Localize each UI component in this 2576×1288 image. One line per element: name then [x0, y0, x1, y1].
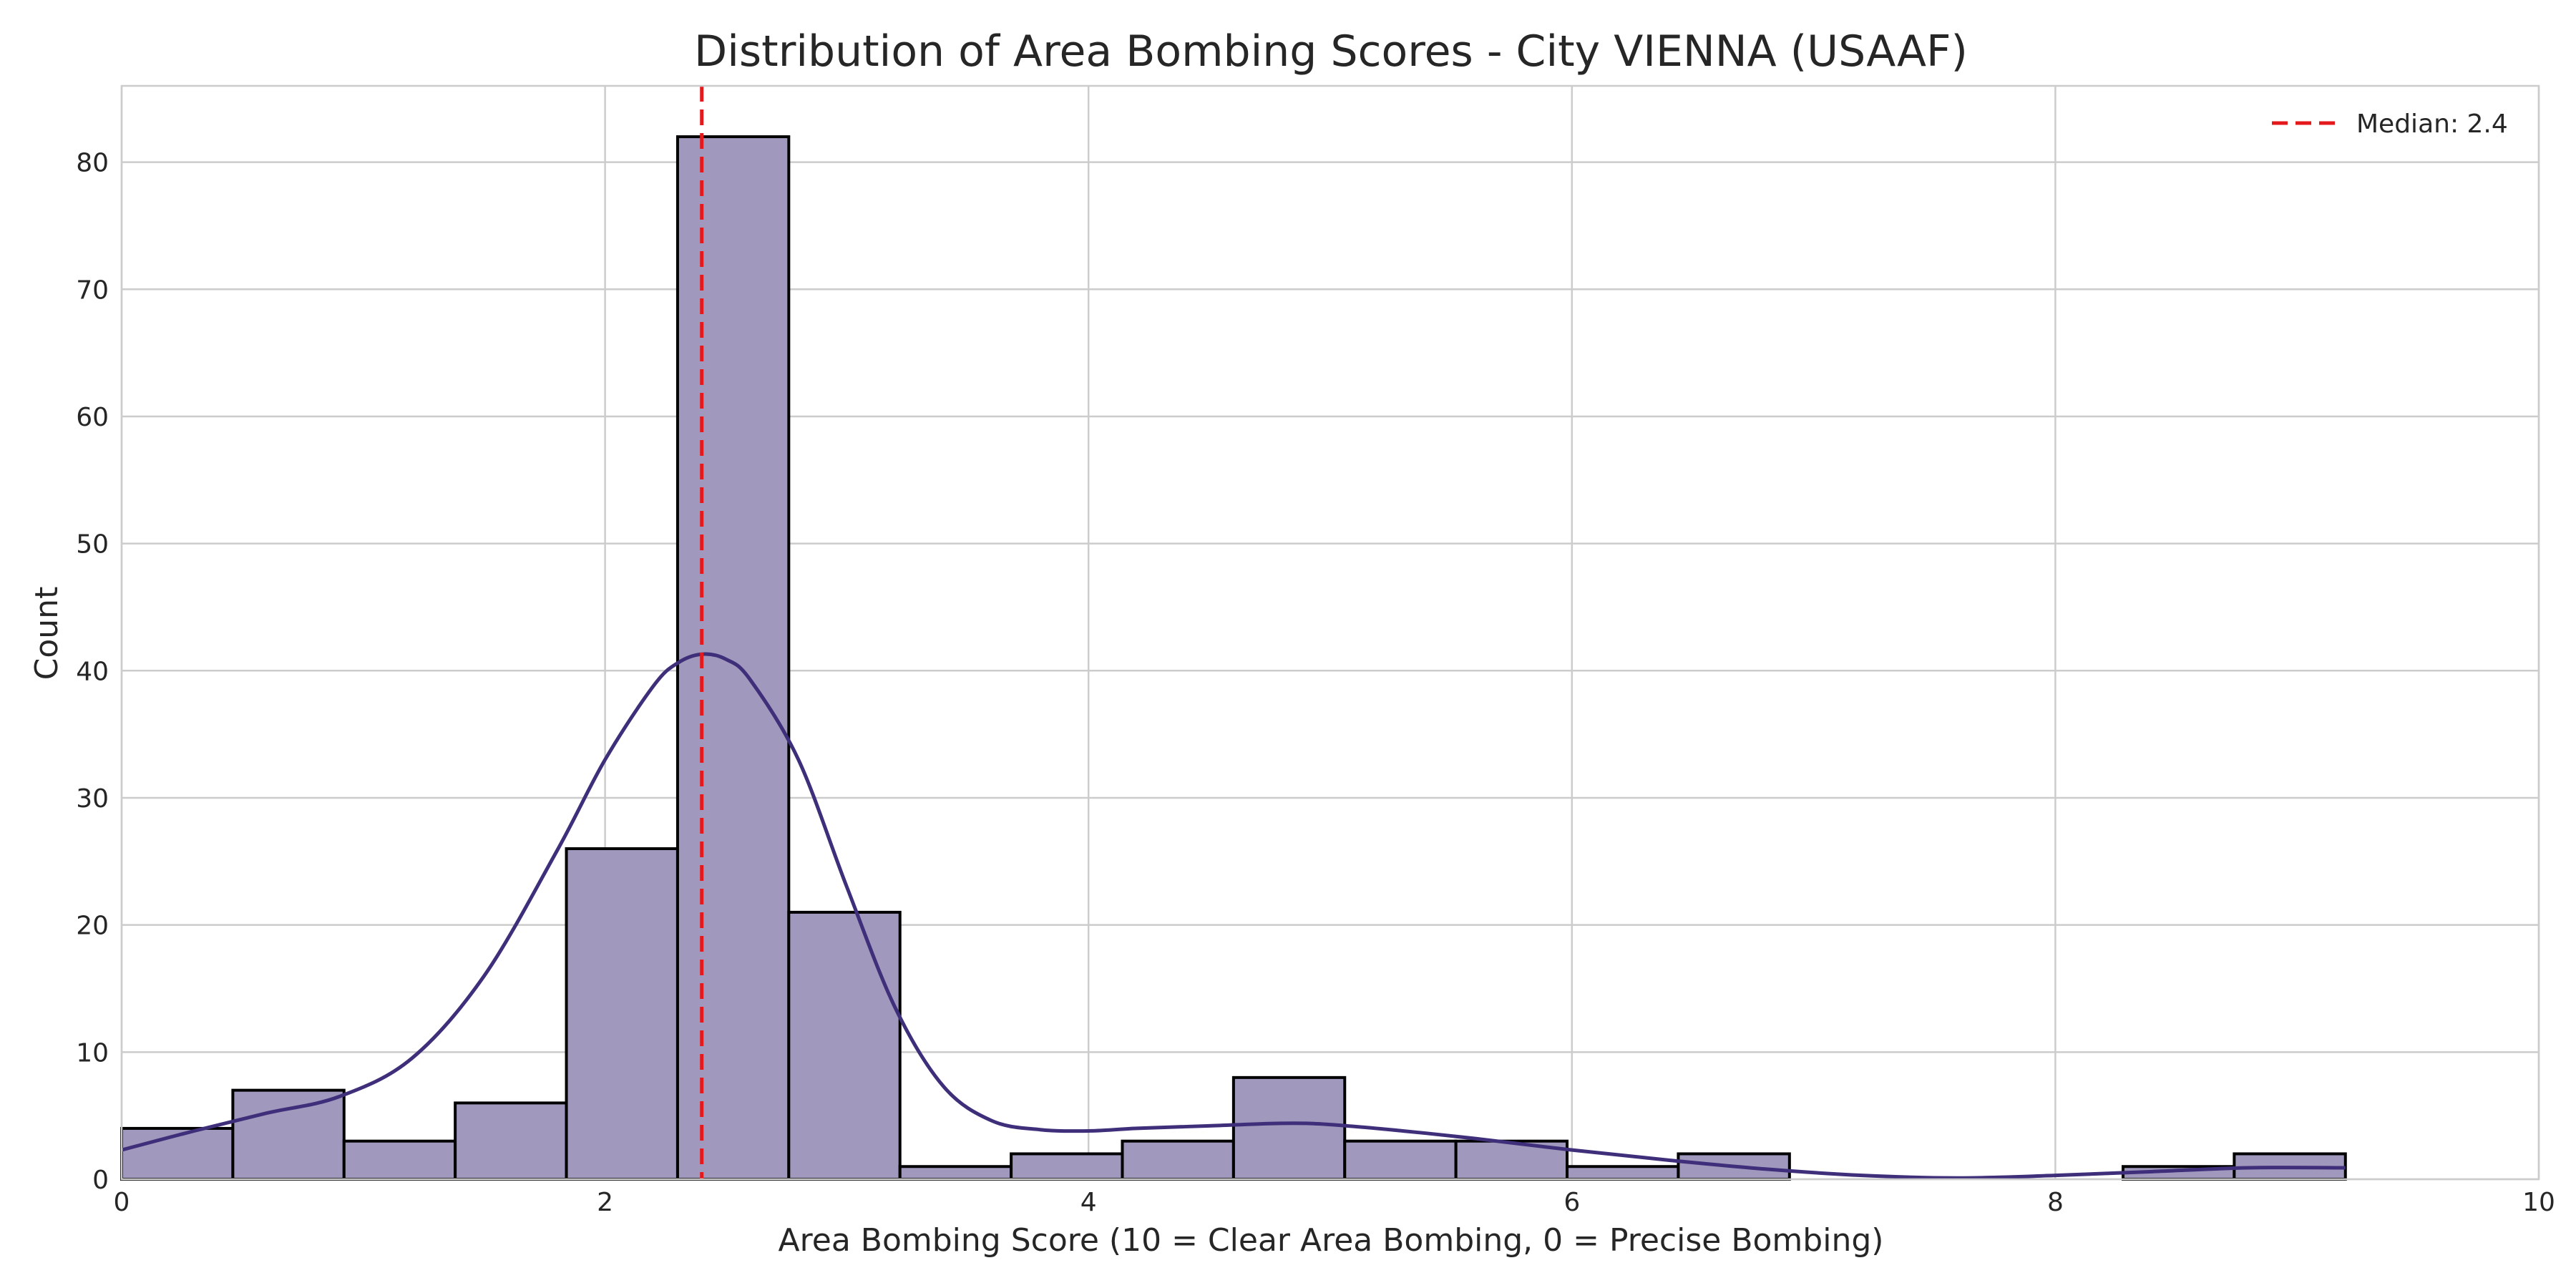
histogram-bar-11 — [1343, 1139, 1458, 1181]
plot-frame — [120, 84, 2540, 1181]
y-tick-label-6: 60 — [76, 403, 109, 432]
x-axis-label: Area Bombing Score (10 = Clear Area Bomb… — [779, 1222, 1884, 1259]
histogram-bar-10 — [1231, 1075, 1347, 1181]
grid-layer — [120, 86, 2540, 1181]
y-tick-label-0: 0 — [92, 1166, 109, 1195]
y-tick-label-7: 70 — [76, 275, 109, 305]
y-tick-labels: 0 10 20 30 40 50 60 70 80 — [76, 149, 109, 1195]
bars-layer — [120, 135, 2347, 1181]
chart-title: Distribution of Area Bombing Scores - Ci… — [694, 26, 1968, 77]
histogram-bar-13 — [1566, 1165, 1680, 1181]
legend: Median: 2.4 — [2272, 109, 2508, 139]
y-tick-label-1: 10 — [76, 1038, 109, 1068]
histogram-bar-2 — [342, 1139, 457, 1181]
y-tick-label-4: 40 — [76, 657, 109, 686]
x-tick-label-5: 10 — [2522, 1188, 2555, 1217]
histogram-bar-1 — [231, 1088, 346, 1181]
x-tick-label-4: 8 — [2047, 1188, 2064, 1217]
histogram-bar-8 — [1010, 1152, 1124, 1181]
histogram-bar-5 — [675, 135, 791, 1181]
x-tick-label-1: 2 — [597, 1188, 613, 1217]
y-tick-label-8: 80 — [76, 149, 109, 178]
x-tick-label-3: 6 — [1563, 1188, 1580, 1217]
legend-median-label: Median: 2.4 — [2356, 109, 2508, 139]
histogram-bar-6 — [787, 910, 902, 1181]
x-tick-label-2: 4 — [1080, 1188, 1097, 1217]
y-tick-label-2: 20 — [76, 912, 109, 941]
x-tick-labels: 0 2 4 6 8 10 — [114, 1188, 2555, 1217]
histogram-bar-3 — [454, 1101, 568, 1181]
kde-curve — [121, 652, 2346, 1180]
y-axis-label: Count — [29, 587, 65, 680]
x-tick-label-0: 0 — [114, 1188, 130, 1217]
y-tick-label-3: 30 — [76, 784, 109, 814]
histogram-bar-7 — [898, 1165, 1013, 1181]
y-tick-label-5: 50 — [76, 530, 109, 560]
histogram-bar-4 — [565, 847, 679, 1181]
histogram-bar-9 — [1121, 1139, 1235, 1181]
